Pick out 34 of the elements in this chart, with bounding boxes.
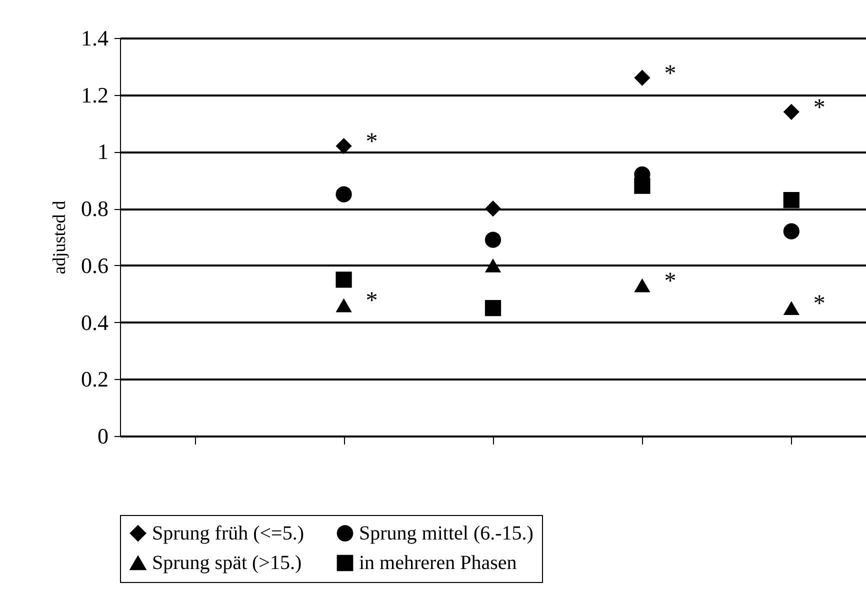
point — [484, 200, 502, 217]
point — [484, 300, 502, 316]
point — [336, 138, 352, 154]
point — [336, 298, 352, 312]
data-label: * — [813, 291, 826, 318]
point — [634, 278, 650, 292]
data-label: * — [664, 268, 676, 294]
legend-label: Sprung spät (>15.) — [152, 552, 302, 574]
legend-label: Sprung früh (<=5.) — [152, 522, 304, 544]
y-tick-label: 0.2 — [81, 366, 108, 392]
point — [634, 178, 650, 194]
y-tick-label: 1.2 — [81, 82, 108, 108]
y-axis-title: adjusted d — [49, 200, 69, 274]
point — [484, 258, 502, 272]
point — [783, 104, 800, 120]
point — [783, 301, 800, 316]
y-tick-label: 0.4 — [81, 310, 108, 335]
point — [783, 223, 800, 240]
legend-label: in mehreren Phasen — [359, 552, 517, 574]
data-label: * — [366, 288, 378, 314]
y-tick-label: 1 — [98, 139, 108, 164]
point — [634, 70, 650, 86]
y-tick-label: 0 — [98, 424, 108, 448]
y-tick-label: 1.4 — [81, 26, 108, 50]
y-tick-label: 0.8 — [81, 196, 108, 222]
legend-label: Sprung mittel (6.-15.) — [359, 522, 534, 544]
point — [783, 192, 800, 208]
point — [336, 186, 352, 202]
point — [484, 232, 502, 248]
data-label: * — [813, 94, 826, 121]
y-tick-label: 0.6 — [81, 252, 108, 278]
data-label: * — [366, 129, 378, 156]
data-label: * — [664, 60, 676, 87]
point — [336, 272, 352, 288]
